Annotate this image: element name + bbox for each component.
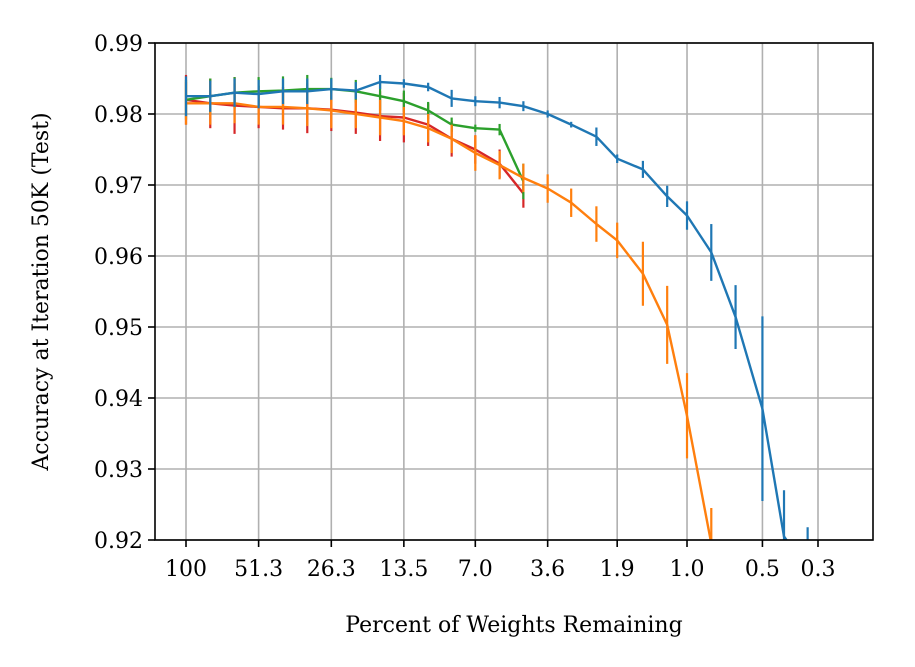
x-axis: 100 51.3 26.3 13.5 7.0 3.6 1.9 1.0 0.5 0.3: [165, 540, 836, 582]
series-line: [186, 80, 788, 540]
x-tick-label: 26.3: [307, 557, 356, 582]
y-tick-label: 0.95: [94, 316, 143, 341]
x-axis-label: Percent of Weights Remaining: [345, 613, 682, 638]
x-tick-label: 3.6: [530, 557, 565, 582]
x-tick-label: 0.5: [745, 557, 780, 582]
series-layer: [184, 74, 809, 540]
series-0: [184, 74, 809, 540]
x-tick-label: 100: [165, 557, 207, 582]
x-tick-label: 1.9: [600, 557, 635, 582]
series-line: [186, 102, 712, 540]
x-tick-label: 7.0: [458, 557, 493, 582]
y-tick-label: 0.99: [94, 32, 143, 57]
x-tick-label: 1.0: [670, 557, 705, 582]
y-tick-label: 0.97: [94, 174, 143, 199]
grid: [155, 42, 873, 541]
plot-frame: [154, 42, 874, 541]
y-tick-label: 0.98: [94, 103, 143, 128]
y-tick-label: 0.93: [94, 458, 143, 483]
x-tick-label: 0.3: [801, 557, 836, 582]
y-tick-label: 0.94: [94, 387, 143, 412]
series-1: [184, 82, 713, 540]
y-tick-label: 0.92: [94, 529, 143, 554]
x-tick-label: 51.3: [234, 557, 283, 582]
y-axis: 0.92 0.93 0.94 0.95 0.96 0.97 0.98 0.99: [94, 32, 155, 554]
y-tick-label: 0.96: [94, 245, 143, 270]
x-tick-label: 13.5: [379, 557, 428, 582]
y-axis-label: Accuracy at Iteration 50K (Test): [29, 112, 54, 471]
